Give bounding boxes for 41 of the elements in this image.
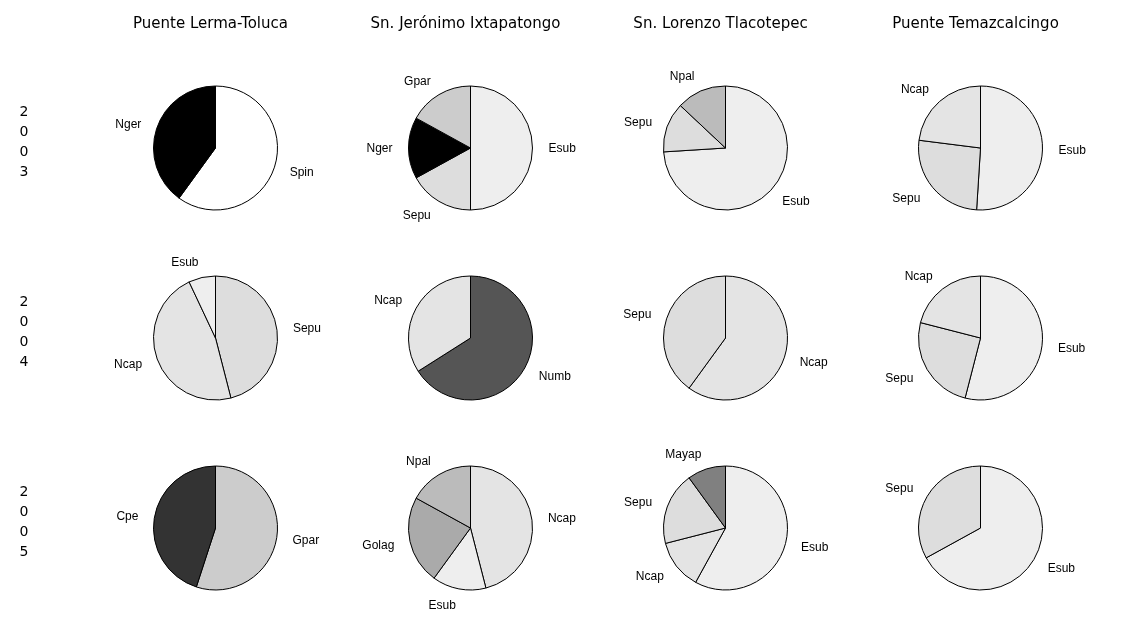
slice-label: Ncap: [374, 293, 403, 308]
slice-label: Esub: [782, 194, 811, 209]
slice-label: Esub: [1058, 143, 1087, 158]
slice-label: Golag: [362, 538, 395, 553]
slice-label: Sepu: [892, 190, 921, 205]
slice-label: Sepu: [885, 481, 914, 496]
chart-title: Puente Temazcalcingo: [891, 13, 1060, 34]
slice-label: Sepu: [292, 321, 321, 336]
chart-title: Sn. Jerónimo Ixtapatongo: [369, 13, 562, 34]
slice-label: Esub: [1057, 340, 1086, 355]
slice-label: Sepu: [885, 370, 914, 385]
slice-label: Sepu: [623, 306, 652, 321]
slice-label: Sepu: [624, 114, 653, 129]
slice-label: Esub: [1047, 560, 1076, 575]
slice-label: Gpar: [292, 533, 320, 548]
slice-label: Cpe: [116, 508, 139, 523]
slice-label: Esub: [548, 141, 577, 155]
chart-title: Puente Lerma-Toluca: [132, 13, 289, 34]
slice-label: Esub: [428, 597, 457, 612]
slice-label: Ncap: [114, 357, 143, 372]
text: 2005: [16, 483, 32, 563]
slice-label: Ncap: [635, 568, 665, 583]
slice-label: Nger: [115, 116, 142, 131]
slice-label: Ncap: [547, 511, 577, 526]
slice-label: Ncap: [799, 355, 829, 370]
slice-label: Mayap: [665, 446, 702, 461]
slice-label: Gpar: [404, 73, 431, 88]
slice-label: Numb: [538, 368, 572, 383]
slice-label: Ncap: [904, 269, 934, 284]
slice-label: Spin: [289, 165, 314, 180]
slice-label: Sepu: [402, 208, 431, 223]
slice-label: Esub: [801, 540, 829, 555]
chart-title: Sn. Lorenzo Tlacotepec: [632, 13, 809, 34]
slice-label: Nger: [366, 141, 393, 155]
slice-label: Npal: [406, 453, 431, 468]
slice-label: Esub: [171, 254, 199, 269]
text: 2004: [16, 293, 32, 373]
slice-label: Npal: [669, 69, 695, 84]
slice-label: Sepu: [624, 494, 653, 509]
slice-label: Ncap: [900, 82, 930, 97]
text: 2003: [16, 103, 32, 183]
